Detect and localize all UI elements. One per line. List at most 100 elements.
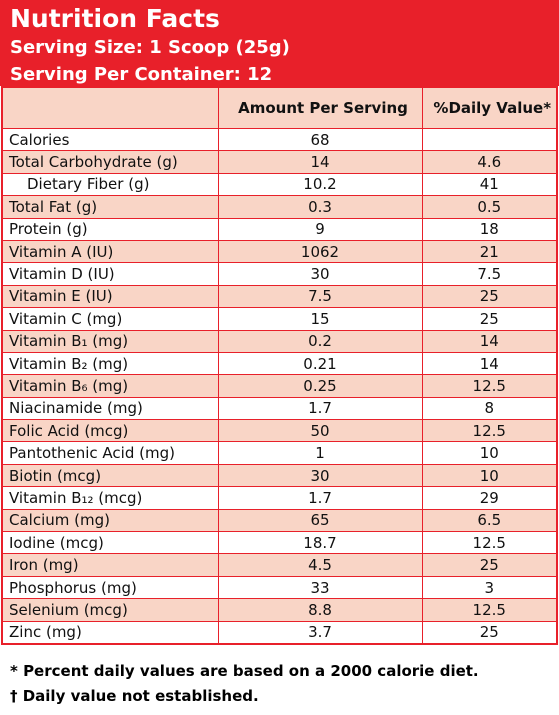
amount: 1.7 bbox=[217, 396, 423, 421]
nutrient-name: Vitamin A (IU) bbox=[1, 239, 219, 264]
nutrient-name: Protein (g) bbox=[1, 217, 219, 241]
amount: 30 bbox=[217, 262, 423, 286]
nutrient-name: Selenium (mcg) bbox=[1, 598, 219, 622]
amount: 9 bbox=[217, 217, 423, 241]
amount: 3.7 bbox=[217, 620, 423, 645]
daily-value: 41 bbox=[421, 172, 558, 197]
footnote: * Percent daily values are based on a 20… bbox=[10, 661, 479, 680]
nutrition-table: Amount Per Serving %Daily Value* Calorie… bbox=[1, 86, 558, 645]
amount: 1.7 bbox=[217, 486, 423, 510]
nutrient-name: Pantothenic Acid (mg) bbox=[1, 441, 219, 465]
column-header: %Daily Value* bbox=[421, 86, 558, 129]
amount: 33 bbox=[217, 575, 423, 600]
nutrient-name: Total Fat (g) bbox=[1, 195, 219, 219]
footnote: † Daily value not established. bbox=[10, 686, 259, 705]
amount: 0.3 bbox=[217, 195, 423, 219]
servings-per-container: Serving Per Container: 12 bbox=[10, 64, 273, 85]
daily-value: 10 bbox=[421, 441, 558, 465]
amount: 1 bbox=[217, 441, 423, 465]
amount: 0.21 bbox=[217, 351, 423, 376]
nutrient-name: Total Carbohydrate (g) bbox=[1, 150, 219, 174]
amount: 0.2 bbox=[217, 329, 423, 353]
nutrient-name: Vitamin D (IU) bbox=[1, 262, 219, 286]
nutrient-name: Vitamin B₂ (mg) bbox=[1, 351, 219, 376]
column-header bbox=[1, 86, 219, 129]
amount: 30 bbox=[217, 463, 423, 488]
table-body: Calories 68 Total Carbohydrate (g) 14 4.6 Die… bbox=[1, 127, 558, 645]
daily-value: 25 bbox=[421, 284, 558, 309]
amount: 0.25 bbox=[217, 374, 423, 398]
daily-value: 25 bbox=[421, 307, 558, 331]
daily-value: 29 bbox=[421, 486, 558, 510]
daily-value: 14 bbox=[421, 329, 558, 353]
daily-value: 12.5 bbox=[421, 598, 558, 622]
table-row: Calories 68 bbox=[1, 127, 558, 152]
daily-value bbox=[421, 127, 558, 152]
nutrient-name: Phosphorus (mg) bbox=[1, 575, 219, 600]
table-row: Vitamin B₁₂ (mcg) 1.7 29 bbox=[1, 486, 558, 510]
nutrient-name: Calories bbox=[1, 127, 219, 152]
nutrient-name: Biotin (mcg) bbox=[1, 463, 219, 488]
nutrient-name: Dietary Fiber (g) bbox=[1, 172, 219, 197]
amount: 65 bbox=[217, 508, 423, 533]
table-row: Protein (g) 9 18 bbox=[1, 217, 558, 241]
table-row: Pantothenic Acid (mg) 1 10 bbox=[1, 441, 558, 465]
nutrient-name: Calcium (mg) bbox=[1, 508, 219, 533]
daily-value: 3 bbox=[421, 575, 558, 600]
table-row: Niacinamide (mg) 1.7 8 bbox=[1, 396, 558, 421]
daily-value: 25 bbox=[421, 620, 558, 645]
table-row: Vitamin B₆ (mg) 0.25 12.5 bbox=[1, 374, 558, 398]
header: Nutrition Facts Serving Size: 1 Scoop (2… bbox=[0, 0, 559, 86]
daily-value: 21 bbox=[421, 239, 558, 264]
nutrient-name: Iron (mg) bbox=[1, 553, 219, 577]
table-row: Total Carbohydrate (g) 14 4.6 bbox=[1, 150, 558, 174]
table-row: Zinc (mg) 3.7 25 bbox=[1, 620, 558, 645]
title: Nutrition Facts bbox=[10, 4, 220, 33]
nutrient-name: Folic Acid (mcg) bbox=[1, 419, 219, 443]
amount: 4.5 bbox=[217, 553, 423, 577]
nutrient-name: Vitamin B₆ (mg) bbox=[1, 374, 219, 398]
amount: 10.2 bbox=[217, 172, 423, 197]
table-row: Calcium (mg) 65 6.5 bbox=[1, 508, 558, 533]
table-row: Vitamin B₂ (mg) 0.21 14 bbox=[1, 351, 558, 376]
table-row: Biotin (mcg) 30 10 bbox=[1, 463, 558, 488]
footnotes: * Percent daily values are based on a 20… bbox=[0, 645, 559, 709]
table-row: Phosphorus (mg) 33 3 bbox=[1, 575, 558, 600]
header-row: Amount Per Serving %Daily Value* bbox=[1, 86, 558, 129]
nutrient-name: Vitamin C (mg) bbox=[1, 307, 219, 331]
daily-value: 12.5 bbox=[421, 374, 558, 398]
daily-value: 8 bbox=[421, 396, 558, 421]
daily-value: 14 bbox=[421, 351, 558, 376]
table-row: Vitamin E (IU) 7.5 25 bbox=[1, 284, 558, 309]
nutrient-name: Vitamin B₁₂ (mcg) bbox=[1, 486, 219, 510]
nutrient-name: Vitamin B₁ (mg) bbox=[1, 329, 219, 353]
table-row: Selenium (mcg) 8.8 12.5 bbox=[1, 598, 558, 622]
daily-value: 12.5 bbox=[421, 531, 558, 555]
table-row: Dietary Fiber (g) 10.2 41 bbox=[1, 172, 558, 197]
amount: 8.8 bbox=[217, 598, 423, 622]
nutrient-name: Zinc (mg) bbox=[1, 620, 219, 645]
amount: 15 bbox=[217, 307, 423, 331]
daily-value: 0.5 bbox=[421, 195, 558, 219]
serving-size: Serving Size: 1 Scoop (25g) bbox=[10, 37, 290, 58]
table-row: Total Fat (g) 0.3 0.5 bbox=[1, 195, 558, 219]
daily-value: 25 bbox=[421, 553, 558, 577]
daily-value: 7.5 bbox=[421, 262, 558, 286]
daily-value: 4.6 bbox=[421, 150, 558, 174]
amount: 14 bbox=[217, 150, 423, 174]
table-row: Vitamin B₁ (mg) 0.2 14 bbox=[1, 329, 558, 353]
daily-value: 10 bbox=[421, 463, 558, 488]
amount: 7.5 bbox=[217, 284, 423, 309]
daily-value: 12.5 bbox=[421, 419, 558, 443]
amount: 50 bbox=[217, 419, 423, 443]
table-row: Folic Acid (mcg) 50 12.5 bbox=[1, 419, 558, 443]
nutrient-name: Iodine (mcg) bbox=[1, 531, 219, 555]
daily-value: 6.5 bbox=[421, 508, 558, 533]
amount: 1062 bbox=[217, 239, 423, 264]
amount: 68 bbox=[217, 127, 423, 152]
nutrient-name: Vitamin E (IU) bbox=[1, 284, 219, 309]
table-row: Vitamin C (mg) 15 25 bbox=[1, 307, 558, 331]
column-header: Amount Per Serving bbox=[217, 86, 423, 129]
table-row: Iron (mg) 4.5 25 bbox=[1, 553, 558, 577]
nutrient-name: Niacinamide (mg) bbox=[1, 396, 219, 421]
